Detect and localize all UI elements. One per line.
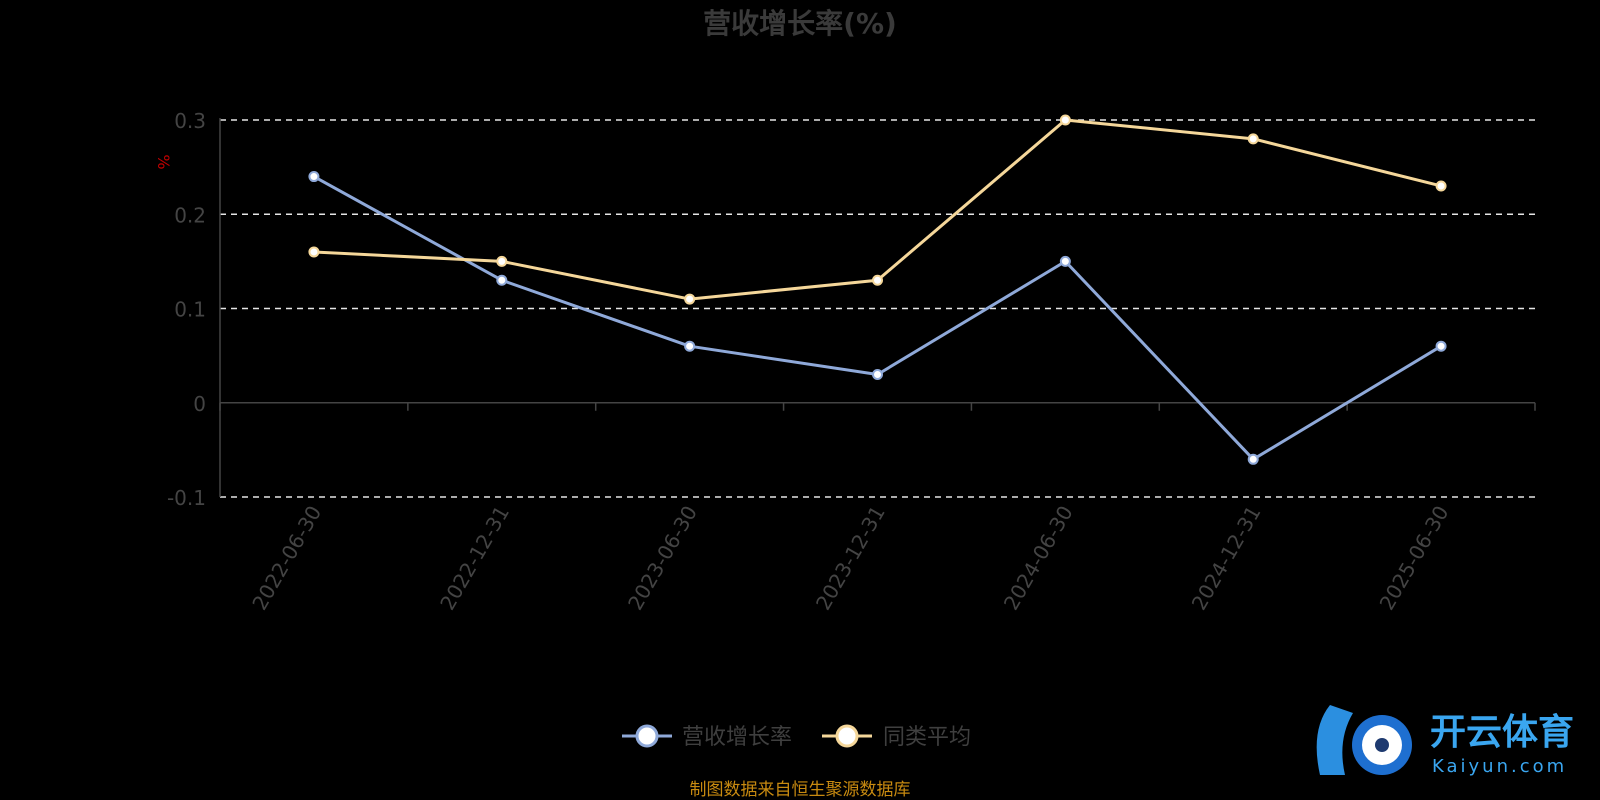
y-axis-unit: % <box>154 154 173 169</box>
data-point <box>872 274 883 286</box>
x-tick-label: 2024-12-31 <box>1187 502 1266 615</box>
data-point <box>1059 114 1071 126</box>
watermark-domain: Kaiyun.com <box>1432 756 1567 777</box>
data-point <box>1435 180 1447 192</box>
legend-label-revenue-growth: 营收增长率 <box>682 725 792 750</box>
legend-item-peer-average[interactable]: 同类平均 <box>822 724 971 750</box>
series-layer <box>308 114 1447 465</box>
data-point <box>308 246 320 258</box>
x-tick-labels: 2022-06-30 2022-12-31 2023-06-30 2023-12-31… <box>247 502 1453 615</box>
grid-lines <box>220 119 1535 498</box>
series-line <box>313 175 1442 461</box>
data-point <box>684 293 696 305</box>
data-point <box>1059 255 1071 267</box>
data-source-note: 制图数据来自恒生聚源数据库 <box>690 780 911 800</box>
x-tick-label: 2022-06-30 <box>247 502 326 615</box>
y-tick-label: 0 <box>193 392 206 416</box>
data-point <box>308 171 320 183</box>
data-point <box>1435 340 1447 352</box>
data-point <box>872 368 883 380</box>
x-tick-label: 2023-06-30 <box>623 502 702 615</box>
y-tick-label: 0.3 <box>174 109 206 133</box>
x-tick-label: 2023-12-31 <box>811 502 890 615</box>
data-point <box>684 340 696 352</box>
series-peer-average <box>308 114 1447 305</box>
axes <box>219 118 1536 497</box>
x-tick-label: 2025-06-30 <box>1374 502 1453 615</box>
chart-title: 营收增长率(%) <box>703 7 897 40</box>
watermark-brand: 开云体育 <box>1430 712 1574 753</box>
series-line <box>313 118 1442 301</box>
data-point <box>496 255 508 267</box>
watermark-k-icon <box>1316 705 1353 775</box>
legend[interactable]: 营收增长率 同类平均 <box>622 724 971 750</box>
legend-marker-revenue-growth <box>635 724 659 748</box>
data-point <box>1247 453 1259 465</box>
legend-item-revenue-growth[interactable]: 营收增长率 <box>622 724 792 750</box>
x-tick-label: 2022-12-31 <box>435 502 514 615</box>
x-tick-label: 2024-06-30 <box>999 502 1078 615</box>
y-tick-label: 0.1 <box>174 298 206 322</box>
legend-label-peer-average: 同类平均 <box>883 725 971 750</box>
data-point <box>1247 133 1259 145</box>
y-tick-label: -0.1 <box>167 486 206 510</box>
y-tick-label: 0.2 <box>174 203 206 227</box>
y-tick-labels: -0.1 0 0.1 0.2 0.3 <box>167 109 206 510</box>
data-point <box>496 274 508 286</box>
legend-marker-peer-average <box>835 724 859 748</box>
soccer-ball-patch <box>1375 738 1389 752</box>
watermark-logo: 开云体育 Kaiyun.com <box>1316 705 1574 777</box>
series-revenue-growth <box>308 171 1447 465</box>
